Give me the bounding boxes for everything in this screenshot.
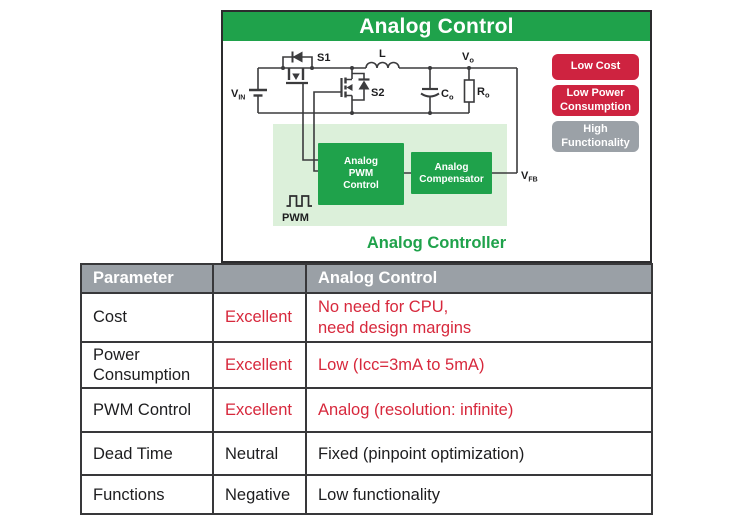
description-cell: Analog (resolution: infinite) bbox=[305, 387, 653, 434]
table-row-pwm-control: PWM Control Excellent Analog (resolution… bbox=[80, 387, 653, 434]
rating-cell: Excellent bbox=[212, 340, 307, 390]
badge-low-cost: Low Cost bbox=[552, 54, 639, 80]
column-header-rating bbox=[212, 263, 307, 294]
rating-cell: Excellent bbox=[212, 387, 307, 434]
analog-controller-caption: Analog Controller bbox=[366, 234, 507, 252]
panel-title: Analog Control bbox=[223, 12, 650, 41]
description-cell: No need for CPU, need design margins bbox=[305, 292, 653, 343]
description-cell: Low (Icc=3mA to 5mA) bbox=[305, 340, 653, 390]
table-row-functions: Functions Negative Low functionality bbox=[80, 474, 653, 516]
comparison-table: Parameter Analog Control Cost Excellent … bbox=[80, 263, 653, 516]
rating-cell: Negative bbox=[212, 474, 307, 516]
badge-high-functionality: High Functionality bbox=[552, 121, 639, 152]
rating-cell: Excellent bbox=[212, 292, 307, 343]
badge-low-power-consumption: Low Power Consumption bbox=[552, 85, 639, 116]
description-cell: Low functionality bbox=[305, 474, 653, 516]
parameter-cell: Power Consumption bbox=[80, 340, 214, 390]
parameter-cell: Cost bbox=[80, 292, 214, 343]
table-row-cost: Cost Excellent No need for CPU, need des… bbox=[80, 292, 653, 343]
column-header-parameter: Parameter bbox=[80, 263, 214, 294]
description-cell: Fixed (pinpoint optimization) bbox=[305, 431, 653, 477]
rating-cell: Neutral bbox=[212, 431, 307, 477]
parameter-cell: PWM Control bbox=[80, 387, 214, 434]
parameter-cell: Functions bbox=[80, 474, 214, 516]
table-row-power-consumption: Power Consumption Excellent Low (Icc=3mA… bbox=[80, 340, 653, 390]
parameter-cell: Dead Time bbox=[80, 431, 214, 477]
table-row-dead-time: Dead Time Neutral Fixed (pinpoint optimi… bbox=[80, 431, 653, 477]
table-header-row: Parameter Analog Control bbox=[80, 263, 653, 294]
column-header-analog-control: Analog Control bbox=[305, 263, 653, 294]
